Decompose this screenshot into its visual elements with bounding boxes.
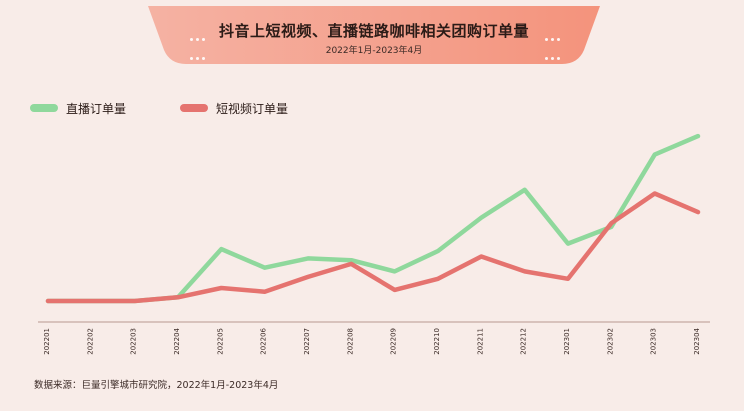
chart-title: 抖音上短视频、直播链路咖啡相关团购订单量 — [218, 22, 529, 40]
x-tick-label: 202206 — [260, 327, 268, 354]
chart-subtitle: 2022年1月-2023年4月 — [325, 46, 423, 56]
x-tick-label: 202209 — [390, 328, 398, 355]
series-line-video — [45, 191, 701, 304]
x-tick-label: 202202 — [86, 328, 94, 355]
legend-swatch-video — [180, 104, 208, 112]
x-tick-label: 202303 — [650, 328, 658, 355]
x-tick-label: 202204 — [173, 327, 181, 354]
x-tick-label: 202304 — [693, 327, 701, 354]
x-tick-label: 202210 — [433, 328, 441, 355]
legend-label-video: 短视频订单量 — [216, 102, 289, 116]
x-tick-label: 202301 — [563, 328, 571, 355]
title-banner: 抖音上短视频、直播链路咖啡相关团购订单量 2022年1月-2023年4月 — [148, 6, 600, 64]
decorative-dots-left — [188, 26, 206, 64]
x-tick-label: 202205 — [216, 328, 224, 355]
legend-swatch-live — [30, 104, 58, 112]
x-tick-label: 202201 — [43, 328, 51, 355]
x-tick-label: 202302 — [606, 328, 614, 355]
x-tick-label: 202211 — [476, 328, 484, 355]
data-source-note: 数据来源：巨量引擎城市研究院，2022年1月-2023年4月 — [34, 380, 279, 391]
x-tick-label: 202203 — [130, 328, 138, 355]
decorative-dots-right — [543, 26, 561, 64]
x-tick-label: 202207 — [303, 328, 311, 355]
x-tick-label: 202212 — [520, 328, 528, 355]
x-tick-label: 202208 — [346, 328, 354, 355]
title-banner-shape — [148, 6, 600, 64]
legend-label-live: 直播订单量 — [66, 102, 127, 116]
